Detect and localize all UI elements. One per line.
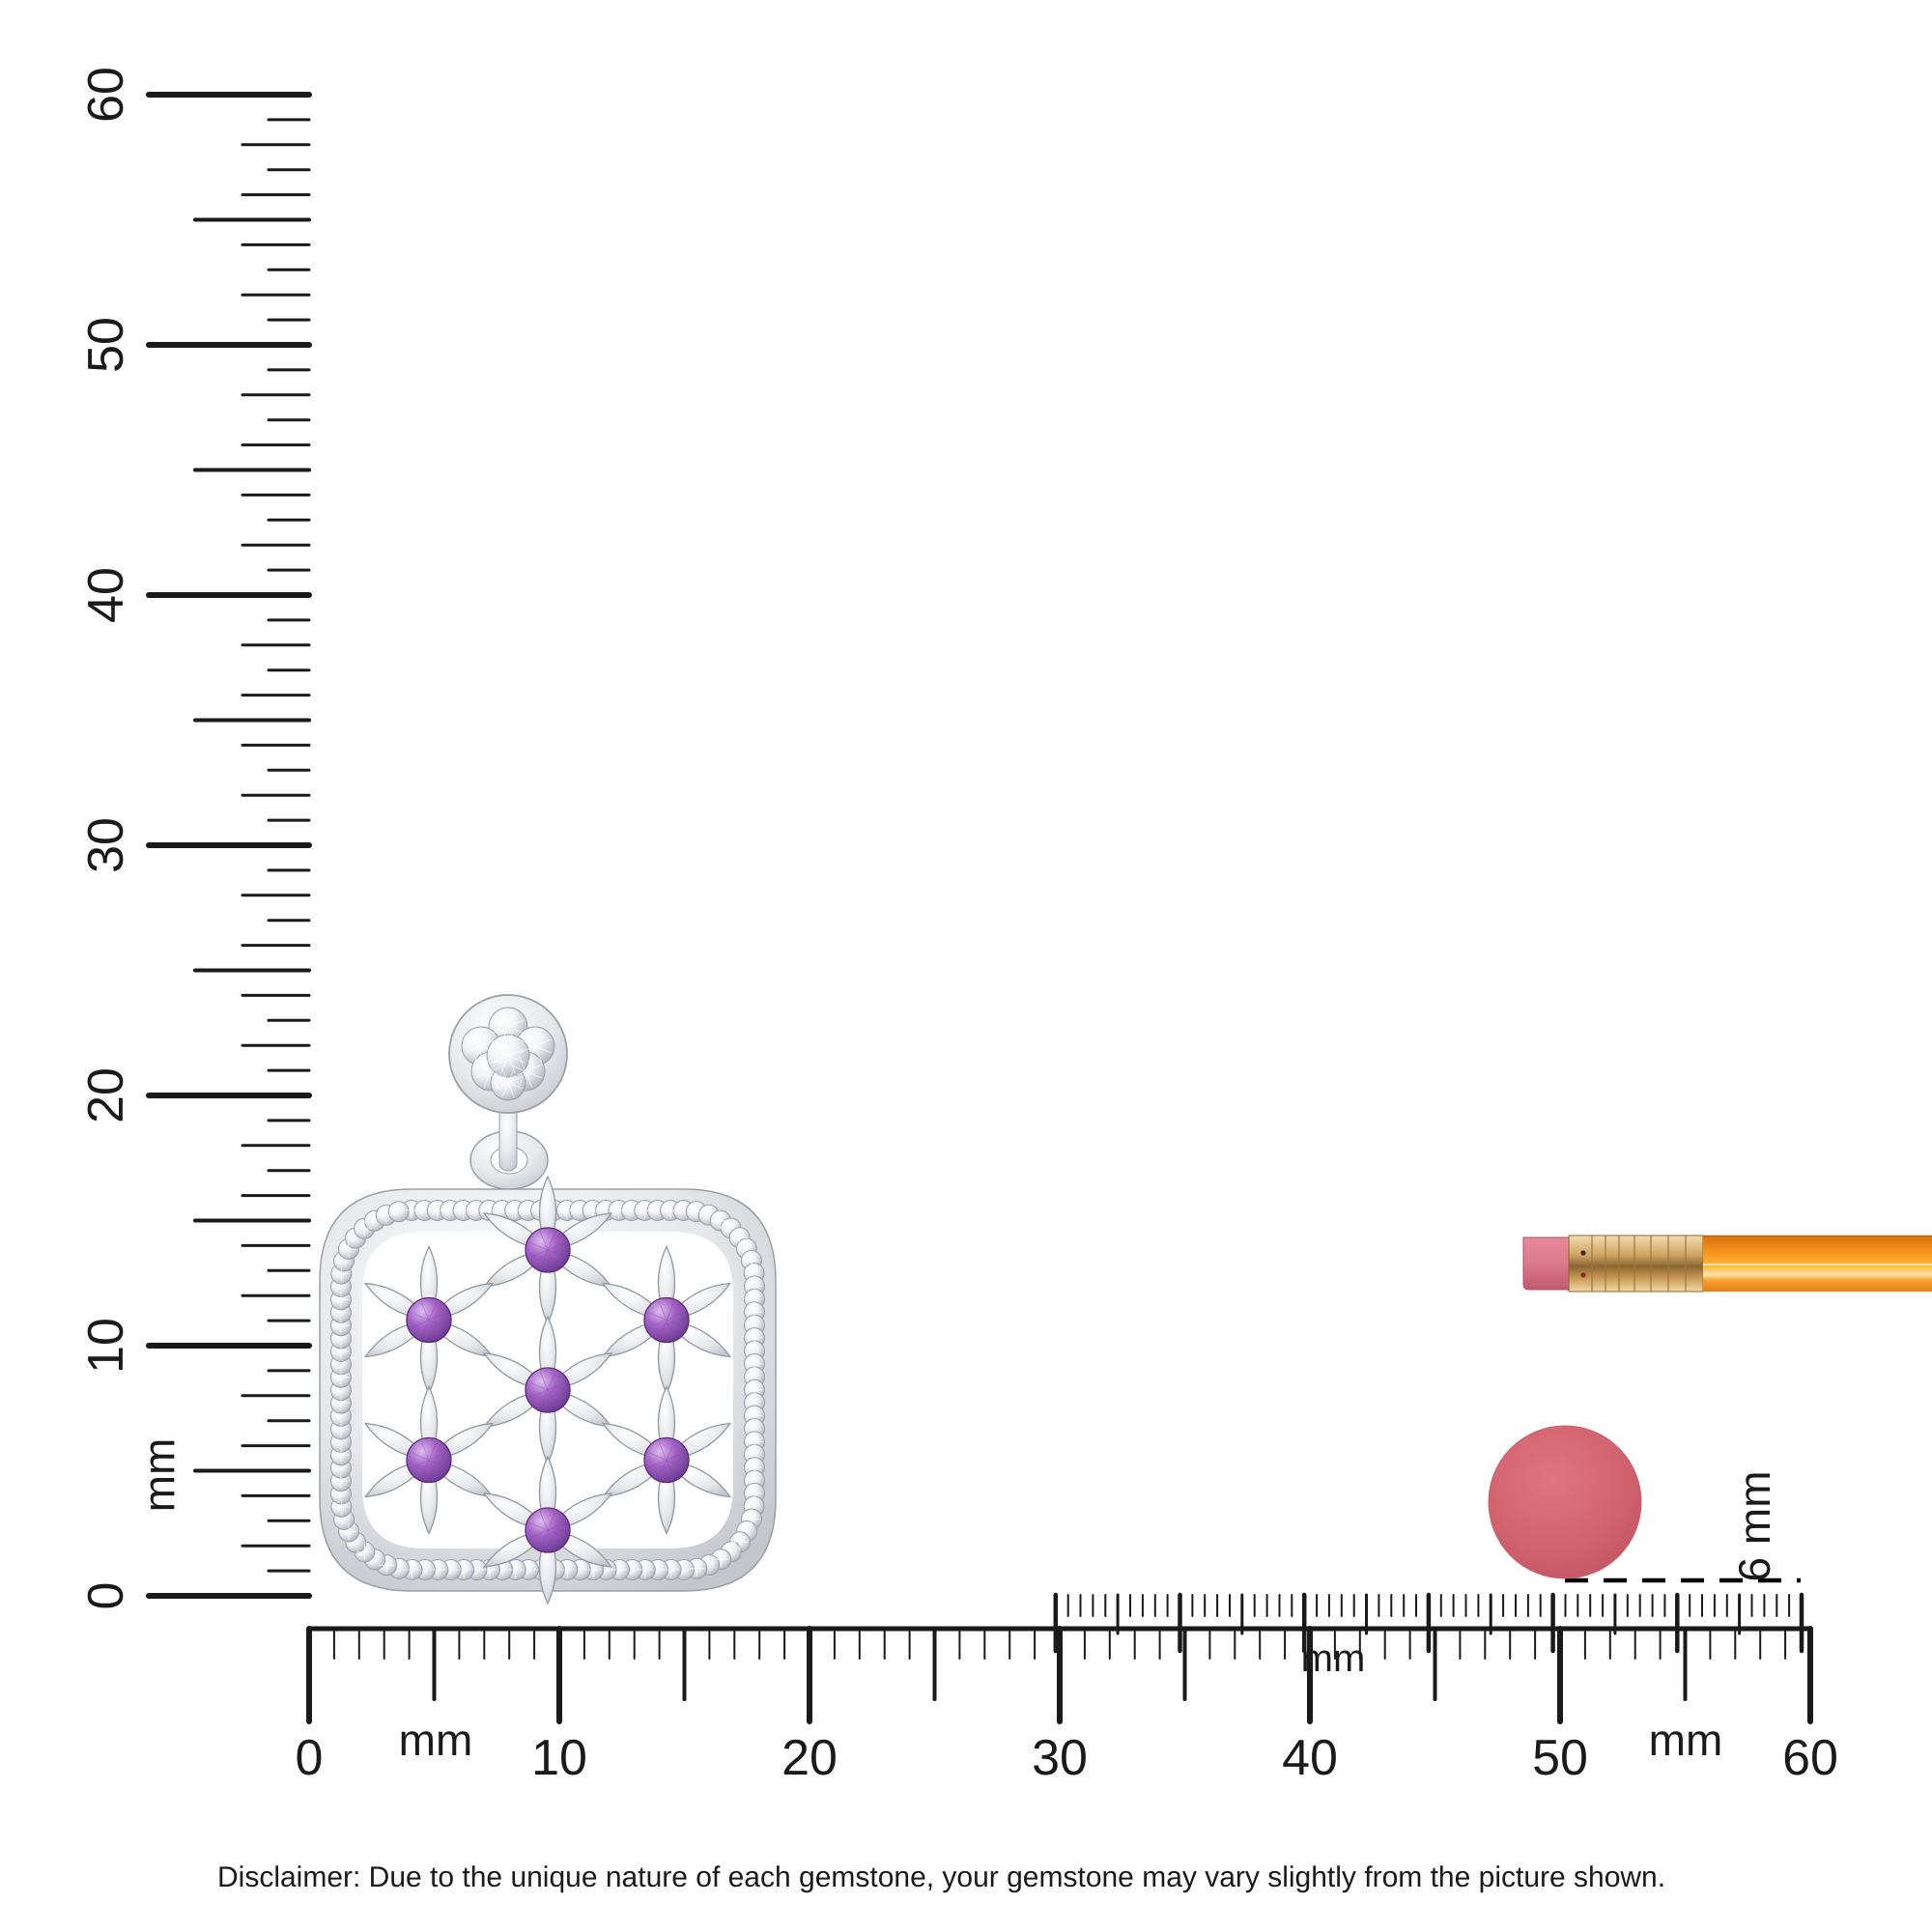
svg-text:30: 30 [1032, 1730, 1088, 1786]
svg-text:20: 20 [781, 1730, 838, 1786]
svg-text:mm: mm [399, 1715, 473, 1765]
svg-text:0: 0 [296, 1730, 324, 1786]
svg-text:10: 10 [531, 1730, 587, 1786]
svg-text:60: 60 [1782, 1730, 1838, 1786]
svg-text:Disclaimer: Due to the unique: Disclaimer: Due to the unique nature of … [217, 1861, 1665, 1893]
svg-text:mm: mm [1649, 1715, 1723, 1765]
svg-text:40: 40 [1282, 1730, 1338, 1786]
svg-text:mm: mm [1301, 1637, 1366, 1680]
svg-text:50: 50 [1532, 1730, 1588, 1786]
